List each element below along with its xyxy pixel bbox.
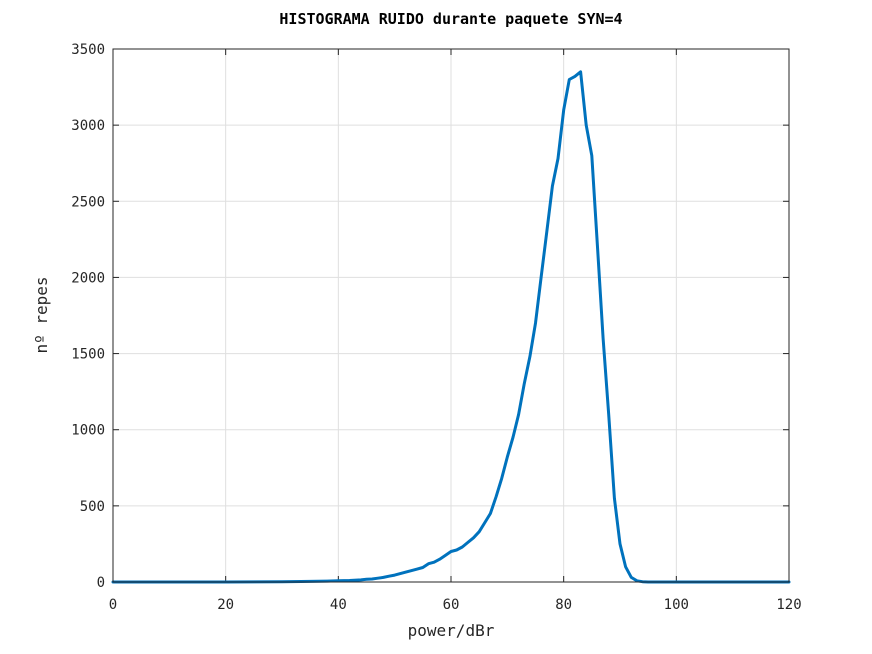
y-tick-label: 3000 xyxy=(71,118,105,134)
x-tick-label: 60 xyxy=(443,597,460,613)
x-tick-label: 0 xyxy=(109,597,117,613)
y-tick-label: 500 xyxy=(80,499,105,515)
series-group xyxy=(111,70,791,584)
chart-title: HISTOGRAMA RUIDO durante paquete SYN=4 xyxy=(279,10,622,28)
x-tick-label: 80 xyxy=(555,597,572,613)
y-tick-label: 1000 xyxy=(71,423,105,439)
x-tick-label: 120 xyxy=(776,597,801,613)
x-tick-label: 40 xyxy=(330,597,347,613)
x-axis-label: power/dBr xyxy=(408,621,495,640)
x-tick-label: 100 xyxy=(664,597,689,613)
y-tick-label: 2000 xyxy=(71,270,105,286)
x-tick-label: 20 xyxy=(217,597,234,613)
y-axis-label: nº repes xyxy=(32,276,51,353)
y-tick-label: 1500 xyxy=(71,347,105,363)
axis-ticks: 0 20 40 60 80 100 120 0 500 1000 1500 2000 2500 3000 3… xyxy=(71,42,801,613)
series-line xyxy=(111,70,791,584)
y-tick-label: 2500 xyxy=(71,194,105,210)
y-tick-label: 3500 xyxy=(71,42,105,58)
plot-border xyxy=(112,48,790,583)
y-tick-label: 0 xyxy=(97,575,105,591)
